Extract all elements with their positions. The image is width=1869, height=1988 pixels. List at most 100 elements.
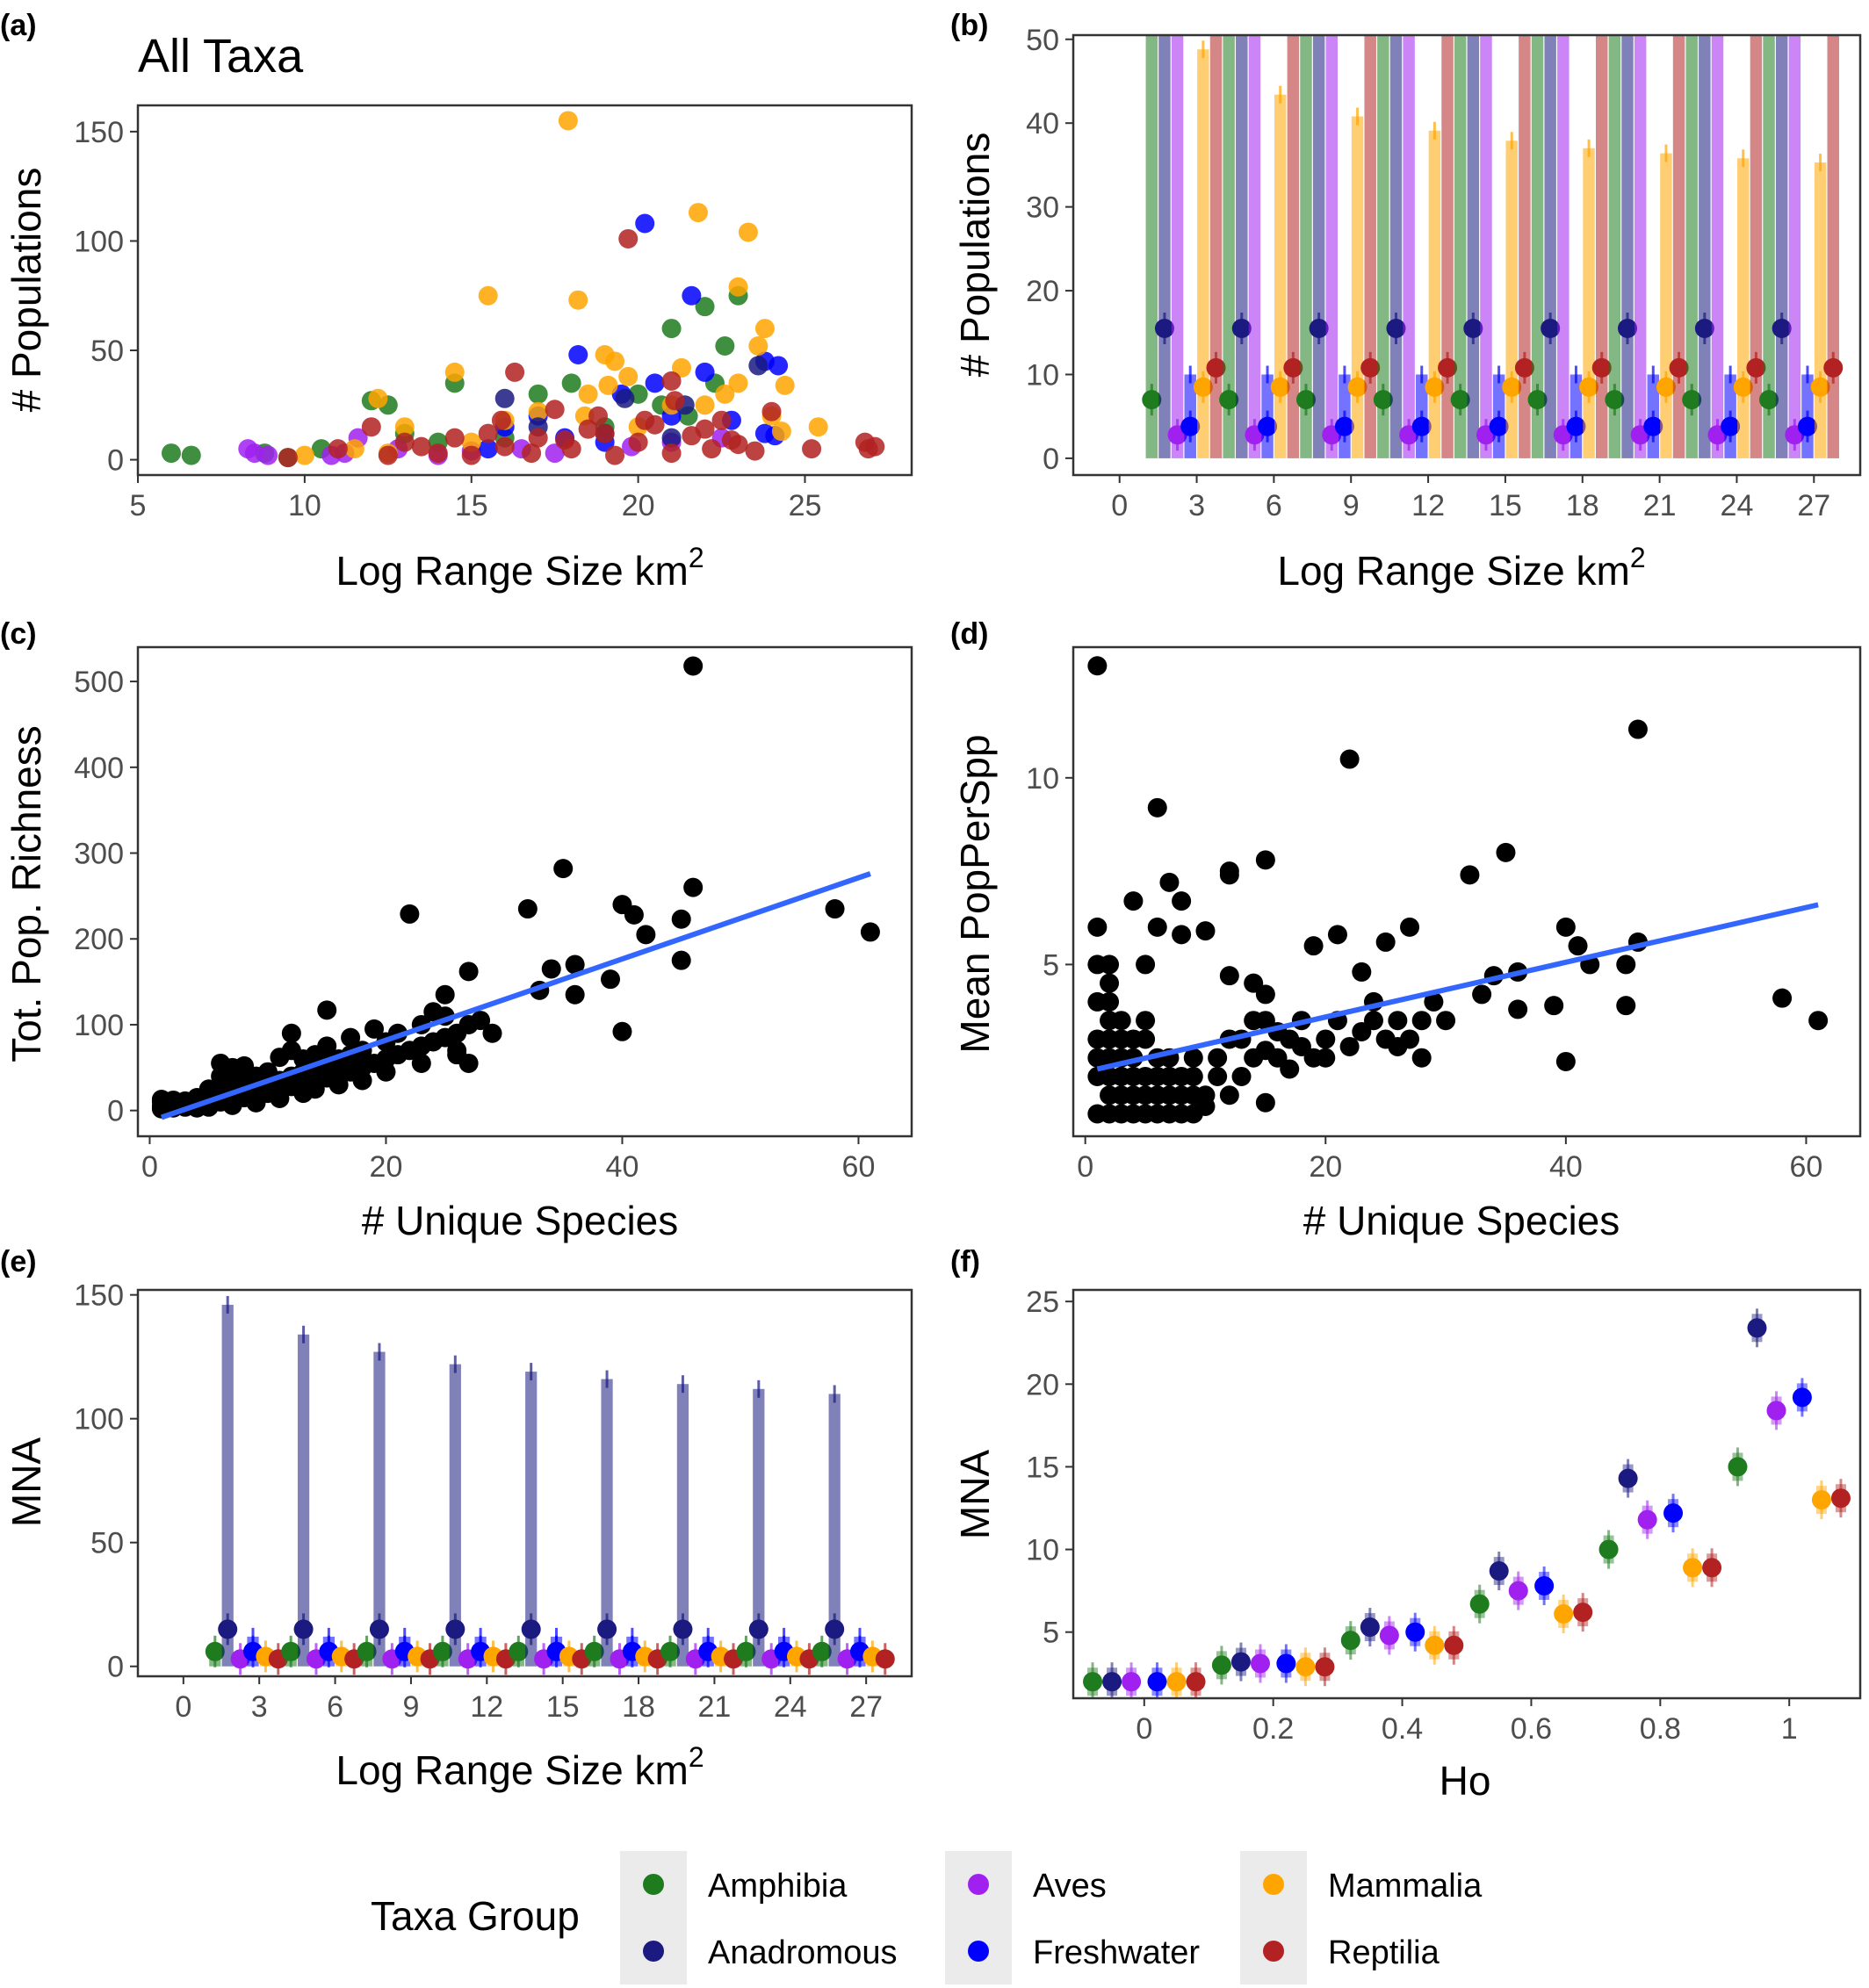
point-mammalia xyxy=(1811,1490,1831,1510)
data-point xyxy=(1172,891,1192,911)
panel-4-x-tick-label: 18 xyxy=(622,1690,655,1724)
legend-key-freshwater xyxy=(968,1941,989,1962)
point-anadromous xyxy=(1154,319,1174,338)
data-point xyxy=(1555,917,1576,937)
point-reptilia xyxy=(711,410,732,430)
data-point xyxy=(1147,917,1167,937)
data-point xyxy=(1219,861,1239,882)
bar-anadromous xyxy=(1544,35,1556,458)
point-anadromous xyxy=(1360,1617,1380,1638)
point-reptilia xyxy=(478,423,498,443)
panel-c-letter: (c) xyxy=(0,617,37,651)
panel-3-y-tick-label: 10 xyxy=(1026,762,1059,796)
point-reptilia xyxy=(505,362,525,382)
bar-amphibia xyxy=(1377,35,1389,458)
panel-d-xlabel: # Unique Species xyxy=(1303,1198,1620,1243)
point-amphibia xyxy=(357,1641,377,1661)
point-reptilia xyxy=(1283,357,1303,378)
panel-2-panel-border xyxy=(136,645,913,1138)
point-amphibia xyxy=(715,336,735,357)
point-mammalia xyxy=(754,319,775,339)
legend-item-anadromous: Anadromous xyxy=(620,1918,897,1984)
data-point xyxy=(1508,999,1528,1019)
data-point xyxy=(471,1011,491,1031)
point-mammalia xyxy=(695,395,715,415)
point-reptilia xyxy=(1206,357,1226,378)
panel-5-y-tick-label: 5 xyxy=(1043,1617,1059,1650)
data-point xyxy=(1255,850,1275,870)
point-anadromous xyxy=(1541,319,1561,338)
point-freshwater xyxy=(1147,1672,1167,1692)
data-point xyxy=(1808,1011,1829,1031)
point-reptilia xyxy=(858,439,878,459)
bar-anadromous xyxy=(221,1304,234,1667)
point-mammalia xyxy=(558,111,578,131)
point-anadromous xyxy=(1231,319,1252,338)
point-anadromous xyxy=(218,1619,238,1639)
point-amphibia xyxy=(695,297,715,317)
panel-0-x-tick-label: 25 xyxy=(789,489,822,522)
point-reptilia xyxy=(665,391,685,411)
point-mammalia xyxy=(748,336,769,357)
panel-b-letter: (b) xyxy=(950,9,988,42)
point-reptilia xyxy=(588,406,609,426)
data-point xyxy=(1424,991,1444,1012)
point-reptilia xyxy=(875,1649,895,1669)
point-reptilia xyxy=(1746,357,1766,378)
data-point xyxy=(1411,1011,1432,1031)
panel-3-x-tick-label: 40 xyxy=(1549,1150,1583,1184)
panel-b-xlabel: Log Range Size km2 xyxy=(1277,542,1645,594)
panel-b-xlabel-text: Log Range Size km xyxy=(1277,548,1629,594)
panel-5-y-tick-label: 10 xyxy=(1026,1534,1059,1567)
panel-e-ylabel: MNA xyxy=(4,1437,49,1528)
bar-amphibia xyxy=(1300,35,1312,458)
panel-3-y-tick-label: 5 xyxy=(1043,948,1059,982)
panel-1-x-tick-label: 3 xyxy=(1188,489,1205,522)
data-point xyxy=(683,877,704,897)
panel-0-x-tick-label: 15 xyxy=(455,489,488,522)
data-point xyxy=(1627,719,1648,739)
data-point xyxy=(1087,656,1108,676)
point-freshwater xyxy=(1276,1653,1296,1674)
data-point xyxy=(1183,1048,1203,1068)
panel-4-y-tick-label: 150 xyxy=(74,1279,124,1313)
bar-aves xyxy=(1403,35,1415,458)
point-mammalia xyxy=(1683,1558,1703,1578)
panel-4-y-tick-label: 50 xyxy=(90,1527,124,1560)
point-anadromous xyxy=(1747,1318,1767,1338)
regression-line xyxy=(1096,902,1819,1072)
data-point xyxy=(1352,962,1372,982)
panel-a-xlabel-sup: 2 xyxy=(689,542,704,573)
data-point xyxy=(1195,1096,1216,1116)
legend-key-reptilia xyxy=(1263,1941,1284,1962)
point-reptilia xyxy=(491,410,511,430)
point-freshwater xyxy=(1489,416,1509,436)
data-point xyxy=(825,899,845,919)
point-mammalia xyxy=(1193,377,1213,397)
data-point xyxy=(1100,973,1120,993)
panel-0-x-tick-label: 10 xyxy=(288,489,321,522)
panel-1-bars xyxy=(1142,35,1844,458)
bar-aves xyxy=(1325,35,1339,458)
data-point xyxy=(270,1089,290,1109)
point-amphibia xyxy=(736,1641,756,1661)
data-point xyxy=(411,1053,431,1073)
panel-e-xlabel-text: Log Range Size km xyxy=(336,1747,688,1793)
point-amphibia xyxy=(161,443,181,464)
bar-amphibia xyxy=(1223,35,1235,458)
panel-3-panel-border xyxy=(1072,645,1862,1138)
panel-5-y-tick-label: 15 xyxy=(1026,1451,1059,1484)
point-reptilia xyxy=(528,428,548,448)
point-amphibia xyxy=(509,1641,529,1661)
point-amphibia xyxy=(584,1641,604,1661)
point-mammalia xyxy=(444,362,465,382)
point-reptilia xyxy=(745,441,765,461)
legend-item-freshwater: Freshwater xyxy=(945,1918,1200,1984)
point-mammalia xyxy=(1347,377,1367,397)
point-amphibia xyxy=(561,373,581,393)
data-point xyxy=(553,859,574,879)
panel-c-ylabel: Tot. Pop. Richness xyxy=(4,725,49,1062)
point-reptilia xyxy=(361,417,381,437)
point-amphibia xyxy=(1682,390,1702,410)
bar-anadromous xyxy=(601,1379,613,1667)
